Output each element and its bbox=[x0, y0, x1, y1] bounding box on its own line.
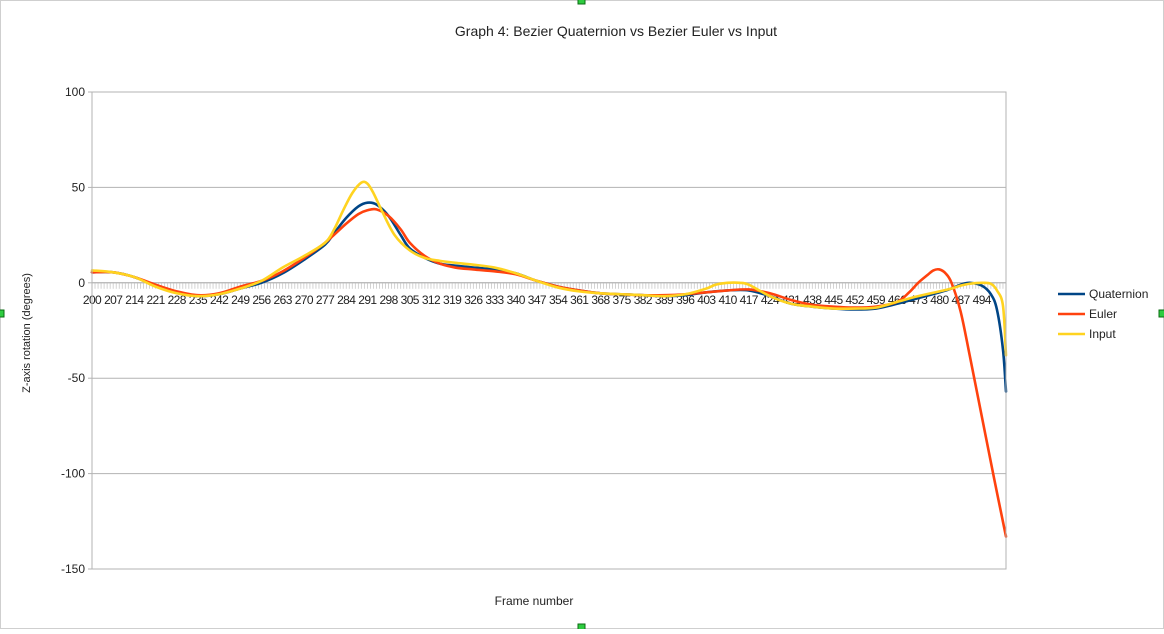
x-tick-label: 487 bbox=[951, 293, 970, 307]
x-axis-title: Frame number bbox=[495, 594, 574, 608]
x-tick-label: 200 bbox=[83, 293, 102, 307]
y-tick-label: -50 bbox=[68, 371, 86, 385]
selection-handle-bottom[interactable] bbox=[577, 623, 586, 632]
legend-label-euler: Euler bbox=[1089, 307, 1117, 321]
x-tick-label: 375 bbox=[613, 293, 632, 307]
x-tick-label: 333 bbox=[485, 293, 504, 307]
x-tick-label: 312 bbox=[422, 293, 441, 307]
x-tick-label: 354 bbox=[549, 293, 568, 307]
plot-area-border bbox=[91, 91, 1007, 570]
x-tick-label: 417 bbox=[740, 293, 759, 307]
series-line-euler bbox=[90, 207, 1008, 538]
selection-handle-left[interactable] bbox=[0, 309, 5, 318]
x-tick-label: 228 bbox=[168, 293, 187, 307]
x-tick-label: 410 bbox=[718, 293, 737, 307]
x-tick-label: 361 bbox=[570, 293, 589, 307]
x-tick-label: 214 bbox=[125, 293, 144, 307]
x-tick-label: 452 bbox=[846, 293, 865, 307]
x-tick-label: 445 bbox=[824, 293, 843, 307]
x-tick-label: 249 bbox=[231, 293, 250, 307]
x-tick-label: 284 bbox=[337, 293, 356, 307]
x-tick-label: 291 bbox=[358, 293, 377, 307]
y-tick-label: 50 bbox=[72, 180, 86, 194]
y-tick-label: 100 bbox=[65, 85, 85, 99]
x-tick-label: 305 bbox=[401, 293, 420, 307]
y-tick-label: 0 bbox=[78, 276, 85, 290]
x-tick-label: 340 bbox=[507, 293, 526, 307]
x-tick-label: 494 bbox=[973, 293, 992, 307]
x-tick-label: 270 bbox=[295, 293, 314, 307]
x-tick-label: 403 bbox=[697, 293, 716, 307]
y-tick-labels: 100 50 0 -50 -100 -150 bbox=[61, 85, 85, 576]
x-tick-label: 256 bbox=[252, 293, 271, 307]
legend-label-quaternion: Quaternion bbox=[1089, 287, 1148, 301]
selection-handle-top[interactable] bbox=[577, 0, 586, 5]
x-tick-label: 263 bbox=[274, 293, 293, 307]
legend-label-input: Input bbox=[1089, 327, 1116, 341]
x-tick-label: 368 bbox=[591, 293, 610, 307]
y-tick-label: -150 bbox=[61, 562, 85, 576]
x-tick-label: 480 bbox=[930, 293, 949, 307]
x-tick-marks bbox=[91, 282, 1007, 289]
x-tick-label: 277 bbox=[316, 293, 335, 307]
x-tick-label: 326 bbox=[464, 293, 483, 307]
x-tick-label: 347 bbox=[528, 293, 547, 307]
series-lines bbox=[90, 180, 1008, 538]
x-tick-label: 242 bbox=[210, 293, 229, 307]
x-tick-label: 319 bbox=[443, 293, 462, 307]
x-tick-label: 207 bbox=[104, 293, 123, 307]
selection-handle-right[interactable] bbox=[1158, 309, 1164, 318]
y-tick-label: -100 bbox=[61, 467, 85, 481]
x-tick-label: 221 bbox=[146, 293, 165, 307]
chart-title: Graph 4: Bezier Quaternion vs Bezier Eul… bbox=[455, 23, 777, 39]
x-tick-label: 459 bbox=[867, 293, 886, 307]
gridlines bbox=[88, 91, 1006, 570]
y-axis-title: Z-axis rotation (degrees) bbox=[21, 273, 33, 393]
legend: Quaternion Euler Input bbox=[1058, 287, 1148, 341]
series-line-input bbox=[90, 180, 1008, 357]
x-tick-label: 298 bbox=[379, 293, 398, 307]
